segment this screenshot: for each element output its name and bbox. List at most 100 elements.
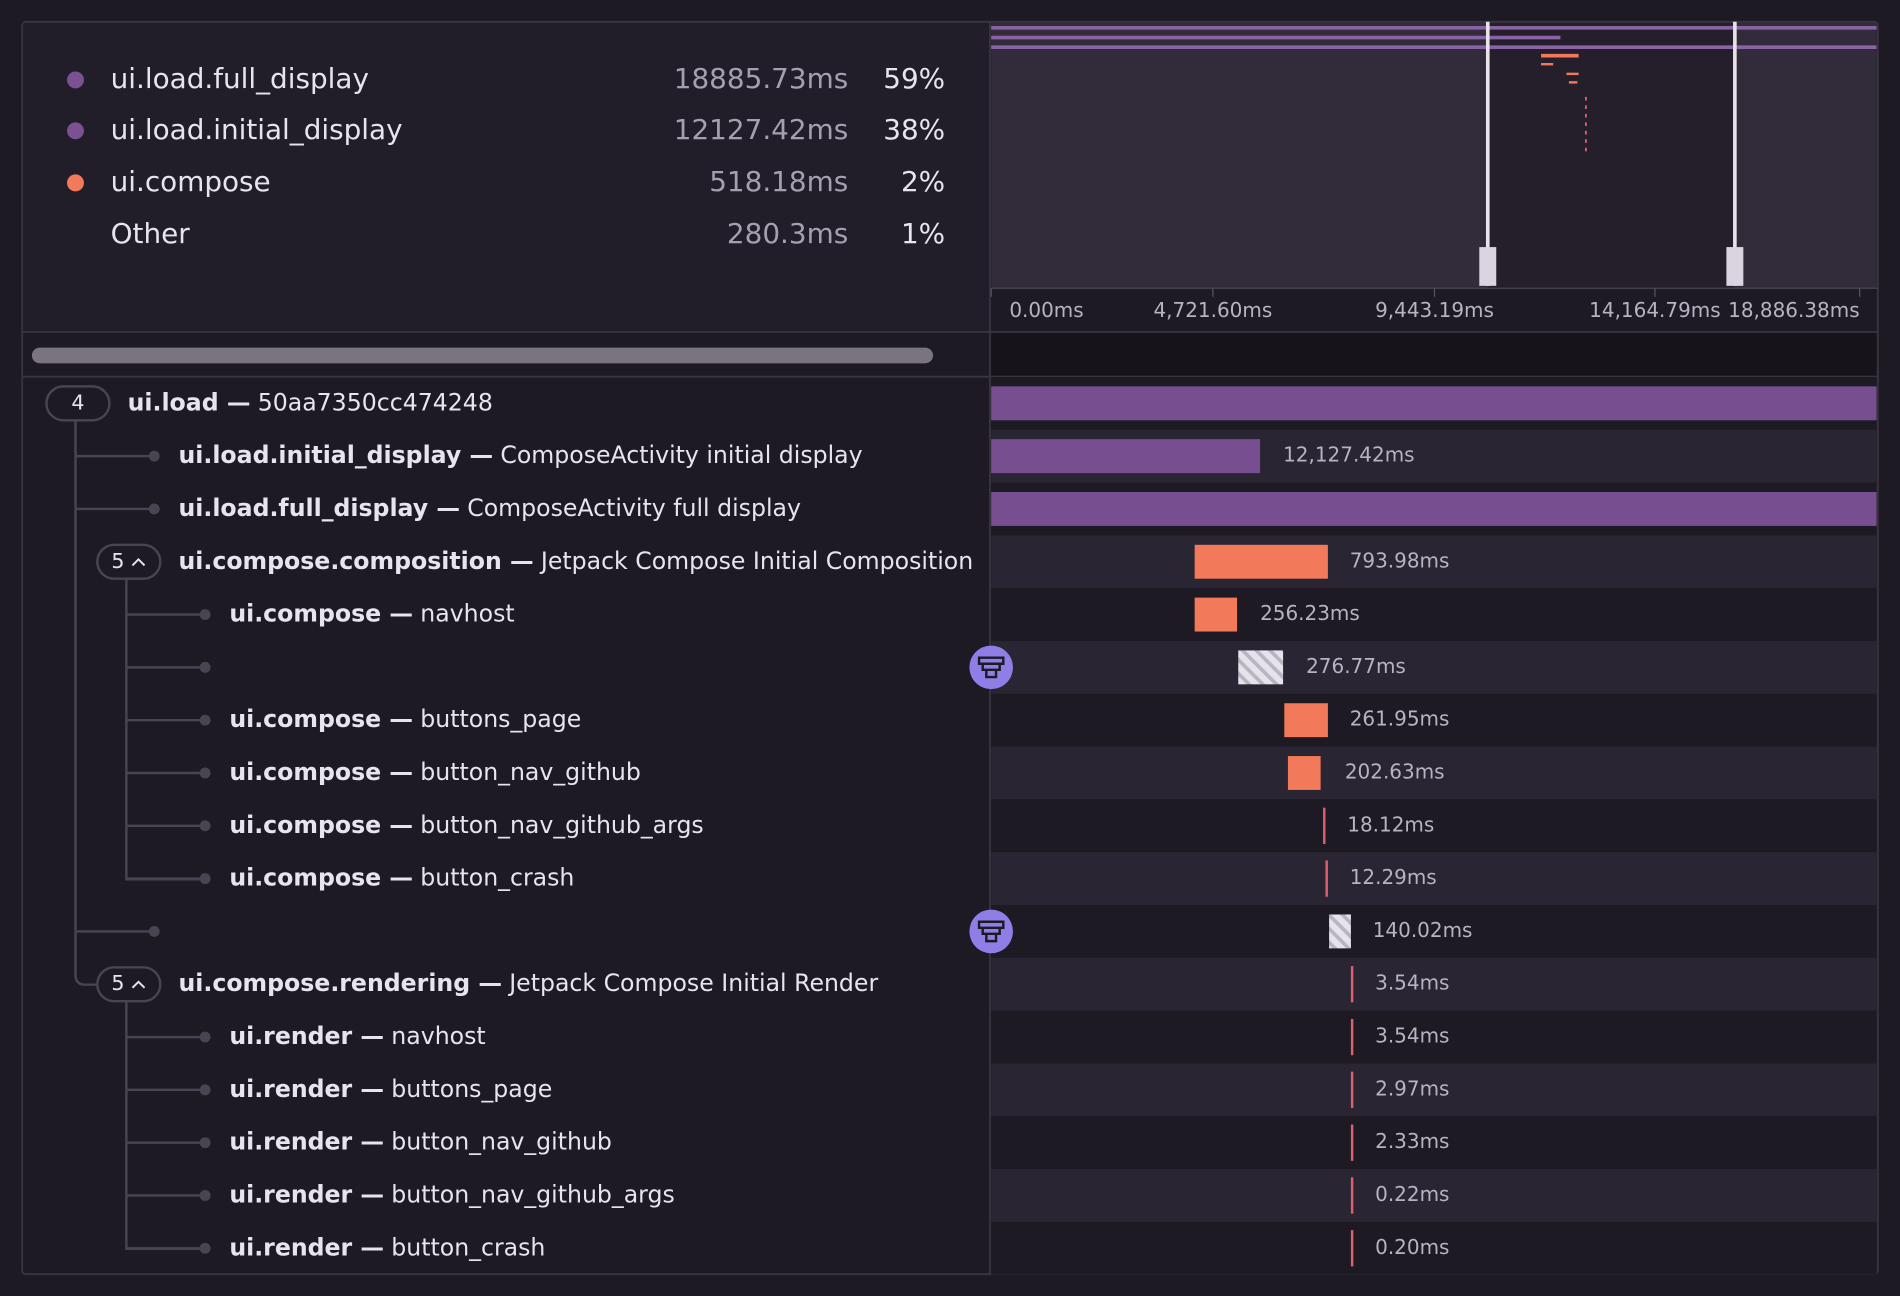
- span-op: ui.load.full_display —: [178, 493, 460, 521]
- timeline-tick: 0.00ms: [1009, 298, 1083, 322]
- row-background: [991, 1169, 1877, 1222]
- connector-dot: [199, 609, 211, 621]
- span-duration: 256.23ms: [1260, 601, 1360, 625]
- count-badge: [96, 966, 162, 1003]
- count-badge: [45, 385, 111, 422]
- span-duration: 0.20ms: [1375, 1235, 1449, 1259]
- chevron: [131, 980, 146, 989]
- legend-dot: [67, 71, 84, 89]
- minimap-handles[interactable]: [1479, 21, 1744, 286]
- span-bar: [1284, 703, 1328, 738]
- row-background: [991, 693, 1877, 747]
- connector-dot: [148, 503, 160, 515]
- span-op: ui.render —: [229, 1022, 384, 1050]
- collapse-toggle[interactable]: 5: [96, 966, 162, 1003]
- span-description: buttons_page: [391, 1074, 552, 1102]
- span-description: Jetpack Compose Initial Composition: [539, 546, 973, 574]
- op-duration: 518.18ms: [709, 165, 848, 198]
- span-label: ui.compose — navhost: [229, 599, 514, 627]
- missing-instrumentation[interactable]: [969, 909, 1013, 954]
- span-op: ui.render —: [229, 1127, 384, 1155]
- op-name: Other: [111, 217, 191, 250]
- minimap: [991, 23, 1877, 289]
- span-label: ui.compose — button_nav_github_args: [229, 810, 703, 838]
- timeline-tick: 4,721.60ms: [1153, 298, 1272, 322]
- chevron: [131, 557, 146, 567]
- span-op: ui.compose —: [229, 810, 413, 838]
- op-duration: 12127.42ms: [674, 113, 849, 146]
- span-op: ui.compose —: [229, 863, 413, 891]
- icon: [977, 656, 1005, 679]
- span-op: ui.load.initial_display —: [178, 441, 493, 469]
- connector-dot: [199, 1242, 211, 1254]
- span-bar: [1329, 914, 1351, 949]
- collapse-toggle[interactable]: 5: [96, 543, 162, 580]
- span-duration: 12.29ms: [1350, 865, 1437, 889]
- summary-panel: [23, 23, 990, 331]
- row-background: [991, 1116, 1877, 1170]
- icon-bg: [969, 909, 1013, 954]
- span-duration: 12,127.42ms: [1283, 443, 1414, 467]
- legend-dot: [67, 122, 84, 140]
- op-name: ui.load.full_display: [111, 62, 369, 95]
- connector-dot: [199, 873, 211, 885]
- span-label: ui.render — navhost: [229, 1022, 485, 1050]
- span-duration: 3.54ms: [1375, 971, 1449, 995]
- timeline-tick: 18,886.38ms: [1728, 298, 1859, 322]
- span-duration: 261.95ms: [1350, 707, 1450, 731]
- row-background: [991, 535, 1877, 589]
- connector-dot: [148, 450, 160, 462]
- span-description: button_nav_github: [420, 757, 641, 785]
- span-op: ui.render —: [229, 1180, 384, 1208]
- span-description: button_crash: [420, 863, 574, 891]
- span-op: ui.compose.composition —: [178, 546, 533, 574]
- connector-dot: [148, 925, 160, 937]
- count-badge: [96, 543, 162, 580]
- span-label: ui.compose — buttons_page: [229, 705, 581, 733]
- op-duration: 18885.73ms: [674, 62, 849, 95]
- span-op: ui.compose —: [229, 705, 413, 733]
- scrollbar[interactable]: [31, 347, 934, 364]
- minimap-spans: [991, 26, 1877, 156]
- span-op: ui.render —: [229, 1074, 384, 1102]
- span-duration: 793.98ms: [1350, 548, 1450, 572]
- span-bar: [1238, 650, 1284, 685]
- op-name: ui.load.initial_display: [111, 113, 403, 146]
- span-duration: 3.54ms: [1375, 1024, 1449, 1048]
- child-count: 5: [111, 549, 124, 573]
- span-label: ui.compose — button_crash: [229, 863, 574, 891]
- connector-dot: [199, 767, 211, 779]
- timeline-tick: 9,443.19ms: [1375, 298, 1494, 322]
- span-description: button_nav_github_args: [391, 1180, 674, 1208]
- legend-dot: [67, 174, 84, 192]
- span-description: ComposeActivity initial display: [500, 441, 862, 469]
- connector: [74, 421, 98, 986]
- row-background: [991, 1010, 1877, 1064]
- span-op: ui.compose.rendering —: [178, 969, 502, 997]
- row-background: [991, 746, 1877, 800]
- icon: [977, 920, 1005, 943]
- span-duration: 276.77ms: [1306, 654, 1406, 678]
- span-label: ui.compose.rendering — Jetpack Compose In…: [178, 969, 878, 997]
- row-background: [991, 799, 1877, 853]
- row-background: [991, 957, 1877, 1011]
- span-op: ui.render —: [229, 1233, 384, 1261]
- op-percent: 59%: [883, 62, 945, 95]
- connector-dot: [199, 1190, 211, 1201]
- span-bar: [991, 439, 1261, 474]
- span-label: ui.compose — button_nav_github: [229, 757, 641, 785]
- collapse-toggle[interactable]: 4: [45, 385, 111, 422]
- span-duration: 2.97ms: [1375, 1076, 1449, 1100]
- row-background: [991, 905, 1877, 958]
- icon-bg: [969, 645, 1013, 690]
- row-background: [991, 640, 1877, 694]
- missing-instrumentation[interactable]: [969, 645, 1013, 690]
- span-duration: 202.63ms: [1345, 759, 1445, 783]
- connector-dot: [199, 1137, 211, 1149]
- span-duration: 18.12ms: [1347, 812, 1434, 836]
- op-duration: 280.3ms: [727, 217, 848, 250]
- span-label: ui.render — buttons_page: [229, 1074, 552, 1102]
- child-count: 5: [111, 971, 124, 995]
- row-background: [991, 1063, 1877, 1117]
